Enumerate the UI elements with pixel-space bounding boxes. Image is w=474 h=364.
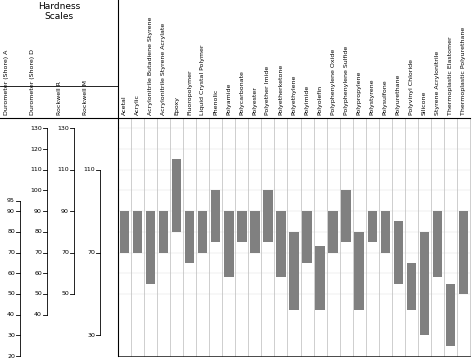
Text: Polystyrene: Polystyrene <box>370 79 375 115</box>
Text: Acetal: Acetal <box>122 95 127 115</box>
Text: Rockwell R: Rockwell R <box>57 81 63 115</box>
Text: 70: 70 <box>34 250 42 255</box>
Text: 70: 70 <box>7 250 15 255</box>
Text: 20: 20 <box>7 353 15 359</box>
Bar <box>185 211 194 263</box>
Text: 30: 30 <box>7 333 15 338</box>
Text: 30: 30 <box>87 333 95 338</box>
Text: Thermoplastic Elastomer: Thermoplastic Elastomer <box>448 36 453 115</box>
Text: 50: 50 <box>7 292 15 296</box>
Text: 95: 95 <box>7 198 15 203</box>
Text: 80: 80 <box>34 229 42 234</box>
Text: Polyolefin: Polyolefin <box>318 85 323 115</box>
Bar <box>328 211 338 253</box>
Text: Thermoplastic Polyurethane: Thermoplastic Polyurethane <box>461 27 466 115</box>
Text: Fluoropolymer: Fluoropolymer <box>187 70 192 115</box>
Text: Styrene Acrylonitrile: Styrene Acrylonitrile <box>435 51 440 115</box>
Text: 80: 80 <box>7 229 15 234</box>
Bar <box>237 211 246 242</box>
Bar <box>263 190 273 242</box>
Bar <box>302 211 312 263</box>
Bar <box>355 232 364 310</box>
Bar <box>315 246 325 310</box>
Bar <box>433 211 442 277</box>
Text: Acrylonitrile Butadiene Styrene: Acrylonitrile Butadiene Styrene <box>148 17 153 115</box>
Text: 60: 60 <box>7 271 15 276</box>
Bar <box>146 211 155 284</box>
Text: Durometer (Shore) D: Durometer (Shore) D <box>30 49 36 115</box>
Text: Polyvinyl Chloride: Polyvinyl Chloride <box>409 59 414 115</box>
Text: Acrylonitrile Styrene Acrylate: Acrylonitrile Styrene Acrylate <box>161 23 166 115</box>
Text: 110: 110 <box>57 167 69 172</box>
Text: Liquid Crystal Polymer: Liquid Crystal Polymer <box>200 44 205 115</box>
Bar <box>367 211 377 242</box>
Text: 40: 40 <box>7 312 15 317</box>
Text: Polycarbonate: Polycarbonate <box>239 70 245 115</box>
Bar <box>120 211 129 253</box>
Text: 90: 90 <box>61 209 69 214</box>
Text: Silicone: Silicone <box>422 91 427 115</box>
Bar <box>133 211 142 253</box>
Bar <box>407 263 416 310</box>
Text: Polysulfone: Polysulfone <box>383 79 388 115</box>
Bar <box>381 211 390 253</box>
Bar <box>289 232 299 310</box>
Text: 110: 110 <box>83 167 95 172</box>
Text: Polyurethane: Polyurethane <box>396 74 401 115</box>
Bar <box>419 232 429 335</box>
Bar <box>459 211 468 294</box>
Text: 100: 100 <box>30 188 42 193</box>
Bar <box>446 284 455 346</box>
Bar <box>341 190 351 242</box>
Text: 50: 50 <box>61 292 69 296</box>
Bar <box>211 190 220 242</box>
Text: 70: 70 <box>87 250 95 255</box>
Bar <box>276 211 286 277</box>
Text: Polyphenylene Sulfide: Polyphenylene Sulfide <box>344 46 349 115</box>
Text: Polyphenylene Oxide: Polyphenylene Oxide <box>330 49 336 115</box>
Text: 50: 50 <box>34 292 42 296</box>
Text: 70: 70 <box>61 250 69 255</box>
Text: Polyamide: Polyamide <box>226 83 231 115</box>
Bar <box>159 211 168 253</box>
Text: Polyethylene: Polyethylene <box>292 75 297 115</box>
Text: Polyetherketone: Polyetherketone <box>278 64 283 115</box>
Text: 40: 40 <box>34 312 42 317</box>
Text: 90: 90 <box>7 209 15 214</box>
Text: Polypropylene: Polypropylene <box>357 71 362 115</box>
Bar <box>198 211 208 253</box>
Bar <box>172 159 182 232</box>
Bar <box>250 211 260 253</box>
Text: Polyether Imide: Polyether Imide <box>265 66 271 115</box>
Text: Durometer (Shore) A: Durometer (Shore) A <box>4 50 9 115</box>
Text: Polyester: Polyester <box>252 86 257 115</box>
Text: 130: 130 <box>57 126 69 131</box>
Bar <box>224 211 234 277</box>
Text: Rockwell M: Rockwell M <box>83 80 89 115</box>
Text: 120: 120 <box>30 147 42 151</box>
Text: Hardness
Scales: Hardness Scales <box>38 2 80 21</box>
Text: 90: 90 <box>34 209 42 214</box>
Text: Acrylic: Acrylic <box>135 94 140 115</box>
Bar <box>393 221 403 284</box>
Text: 60: 60 <box>34 271 42 276</box>
Text: Phenolic: Phenolic <box>213 88 219 115</box>
Text: 130: 130 <box>30 126 42 131</box>
Text: Polyimide: Polyimide <box>304 85 310 115</box>
Text: Epoxy: Epoxy <box>174 96 179 115</box>
Text: 110: 110 <box>30 167 42 172</box>
